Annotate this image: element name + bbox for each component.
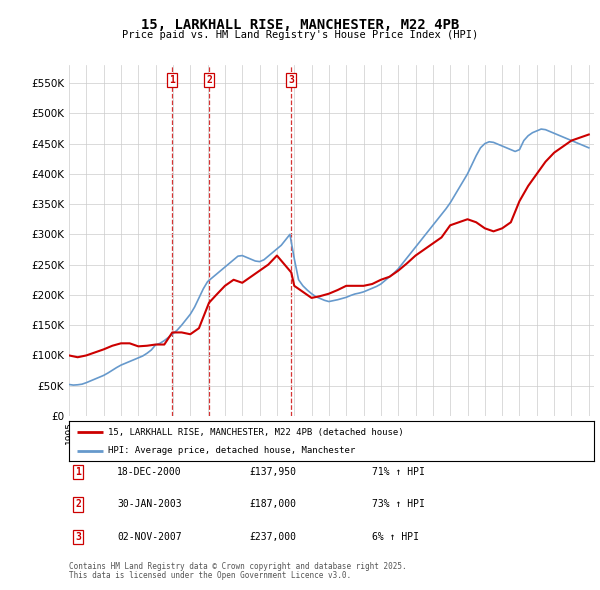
Text: 02-NOV-2007: 02-NOV-2007: [117, 532, 182, 542]
Text: 1: 1: [169, 75, 175, 85]
Text: 3: 3: [75, 532, 81, 542]
Text: 1: 1: [75, 467, 81, 477]
Text: HPI: Average price, detached house, Manchester: HPI: Average price, detached house, Manc…: [109, 446, 356, 455]
Text: 73% ↑ HPI: 73% ↑ HPI: [372, 500, 425, 509]
Text: 2: 2: [206, 75, 212, 85]
Text: Price paid vs. HM Land Registry's House Price Index (HPI): Price paid vs. HM Land Registry's House …: [122, 30, 478, 40]
Text: 30-JAN-2003: 30-JAN-2003: [117, 500, 182, 509]
Text: This data is licensed under the Open Government Licence v3.0.: This data is licensed under the Open Gov…: [69, 571, 351, 580]
Text: 71% ↑ HPI: 71% ↑ HPI: [372, 467, 425, 477]
Text: £187,000: £187,000: [249, 500, 296, 509]
Text: £137,950: £137,950: [249, 467, 296, 477]
Text: 15, LARKHALL RISE, MANCHESTER, M22 4PB: 15, LARKHALL RISE, MANCHESTER, M22 4PB: [141, 18, 459, 32]
Text: £237,000: £237,000: [249, 532, 296, 542]
Text: Contains HM Land Registry data © Crown copyright and database right 2025.: Contains HM Land Registry data © Crown c…: [69, 562, 407, 571]
Text: 2: 2: [75, 500, 81, 509]
Text: 3: 3: [289, 75, 294, 85]
Text: 6% ↑ HPI: 6% ↑ HPI: [372, 532, 419, 542]
Text: 18-DEC-2000: 18-DEC-2000: [117, 467, 182, 477]
Text: 15, LARKHALL RISE, MANCHESTER, M22 4PB (detached house): 15, LARKHALL RISE, MANCHESTER, M22 4PB (…: [109, 428, 404, 437]
